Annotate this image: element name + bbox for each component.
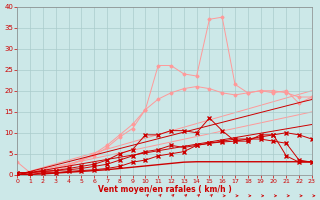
X-axis label: Vent moyen/en rafales ( km/h ): Vent moyen/en rafales ( km/h ) — [98, 185, 231, 194]
